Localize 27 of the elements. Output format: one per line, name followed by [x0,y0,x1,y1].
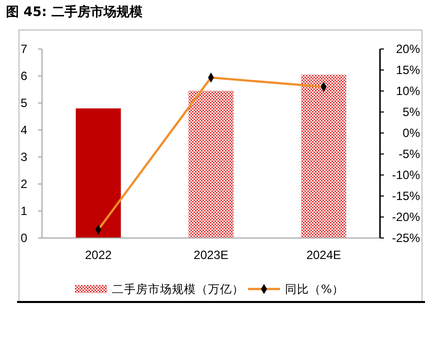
y-tick-label: 0 [20,231,28,246]
x-tick-label: 2022 [84,248,112,262]
y2-tick-label: 10% [396,84,420,98]
bar [188,90,234,238]
y2-tick-label: 0% [402,126,420,140]
y-tick-label: 5 [20,96,28,110]
y2-tick-label: -20% [392,210,420,224]
x-tick-label: 2024E [306,248,342,262]
y2-tick-label: 20% [396,42,420,56]
y-tick-label: 1 [20,204,28,218]
legend-label: 同比（%） [285,282,344,296]
bar [301,74,346,238]
x-tick-label: 2023E [194,248,228,262]
y-tick-label: 4 [20,123,28,138]
y-tick-label: 2 [20,177,28,192]
y2-tick-label: -10% [392,168,420,182]
bar [76,108,121,238]
y-tick-label: 3 [20,150,28,164]
y-tick-label: 6 [20,69,28,84]
y2-tick-label: 5% [402,105,420,120]
y2-tick-label: -25% [392,231,420,246]
y-tick-label: 7 [20,42,28,56]
y2-tick-label: -15% [392,189,420,204]
legend-label: 二手房市场规模（万亿） [112,282,244,296]
y2-tick-label: 15% [396,63,420,78]
chart-title: 图 45: 二手房市场规模 [6,4,142,20]
y2-tick-label: -5% [398,147,420,162]
